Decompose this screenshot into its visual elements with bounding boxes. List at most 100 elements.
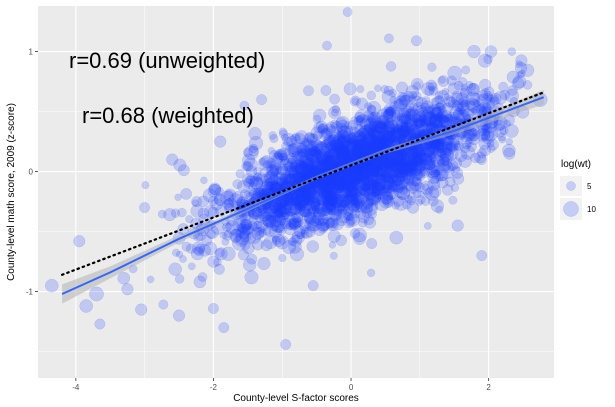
data-point [253, 226, 263, 236]
data-point [322, 195, 337, 210]
data-point [377, 117, 390, 130]
data-point [240, 239, 251, 251]
data-point [452, 100, 464, 112]
data-point [321, 129, 331, 138]
data-point [457, 107, 466, 116]
data-point [328, 241, 337, 249]
data-point [174, 193, 182, 201]
data-point [293, 187, 308, 202]
data-point [356, 85, 365, 94]
data-point [353, 134, 366, 148]
data-point [257, 204, 268, 215]
data-point [254, 187, 265, 198]
data-point [302, 184, 317, 199]
data-point [386, 117, 395, 126]
data-point [348, 177, 356, 185]
data-point [361, 127, 376, 143]
outlier-point [503, 147, 516, 160]
data-point [437, 149, 447, 159]
data-point [276, 202, 286, 211]
data-point [391, 126, 403, 139]
data-point [306, 147, 322, 163]
data-point [213, 263, 225, 275]
data-point [385, 106, 395, 116]
data-point [393, 168, 403, 179]
data-point [350, 172, 362, 184]
data-point [351, 193, 360, 202]
data-point [399, 128, 410, 139]
data-point [352, 143, 366, 156]
data-point [374, 174, 386, 185]
data-point [348, 187, 360, 198]
data-point [306, 240, 320, 253]
data-point [515, 54, 528, 67]
data-point [327, 134, 339, 146]
data-point [522, 80, 533, 90]
data-point [438, 76, 446, 84]
data-point [379, 132, 394, 148]
data-point [283, 202, 298, 217]
data-point [423, 113, 437, 127]
data-point [185, 215, 194, 224]
data-point [367, 135, 381, 148]
data-point [322, 203, 332, 213]
data-point [385, 177, 397, 189]
data-point [395, 184, 404, 194]
data-point [251, 220, 264, 233]
x-axis-title: County-level S-factor scores [233, 393, 359, 404]
data-point [393, 196, 409, 211]
data-point [293, 201, 303, 211]
y-tick-label: -1 [26, 288, 34, 297]
data-point [350, 150, 360, 161]
data-point [431, 139, 440, 148]
data-point [416, 127, 425, 136]
data-point [193, 275, 207, 289]
data-point [253, 177, 264, 188]
outlier-point [451, 219, 464, 232]
data-point [181, 241, 192, 252]
data-point [350, 172, 362, 184]
data-point [318, 190, 332, 204]
data-point [317, 186, 330, 199]
data-point [469, 107, 478, 116]
data-point [423, 222, 432, 230]
data-point [435, 167, 443, 176]
data-point [231, 191, 244, 203]
data-point [326, 196, 335, 205]
data-point [486, 100, 495, 109]
data-point [447, 99, 457, 108]
data-point [378, 185, 387, 194]
data-point [265, 170, 276, 180]
data-point [427, 81, 438, 92]
data-point [296, 186, 311, 202]
data-point [289, 142, 303, 156]
data-point [242, 242, 255, 255]
data-point [426, 163, 439, 176]
data-point [396, 92, 408, 103]
data-point [271, 235, 280, 243]
data-point [320, 221, 330, 231]
data-point [353, 232, 366, 245]
data-point [232, 228, 242, 238]
data-point [398, 164, 407, 173]
data-point [358, 125, 373, 139]
data-point [163, 208, 177, 222]
data-point [363, 214, 375, 226]
data-point [381, 121, 390, 130]
data-point [294, 150, 306, 162]
data-point [325, 155, 333, 163]
data-point [334, 172, 342, 180]
data-point [242, 258, 257, 272]
data-point [376, 142, 385, 151]
data-point [475, 103, 486, 114]
data-point [296, 188, 310, 201]
data-point [401, 162, 416, 177]
data-point [419, 114, 428, 124]
data-point [383, 85, 394, 96]
data-point [289, 161, 301, 172]
outlier-point [166, 153, 179, 166]
data-point [470, 152, 481, 164]
data-point [294, 161, 308, 175]
data-point [436, 110, 446, 120]
data-point [331, 104, 341, 114]
